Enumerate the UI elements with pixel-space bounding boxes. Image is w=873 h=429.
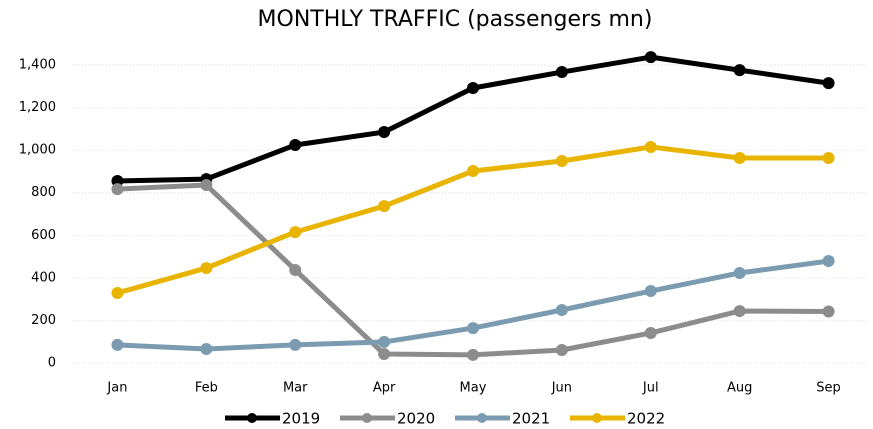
x-tick-label: Jun	[551, 381, 572, 396]
data-point	[555, 303, 568, 316]
legend-marker	[477, 413, 487, 423]
data-point	[822, 255, 835, 268]
data-point	[111, 286, 124, 299]
legend-marker	[247, 413, 257, 423]
data-point	[200, 342, 213, 355]
x-tick-label: Jan	[106, 381, 127, 396]
series-line	[117, 258, 829, 352]
data-point	[378, 200, 391, 213]
y-tick-label: 1,000	[19, 143, 56, 158]
legend-label: 2020	[397, 410, 435, 428]
data-point	[733, 64, 746, 77]
data-point	[644, 285, 657, 298]
data-point	[644, 51, 657, 64]
data-point	[555, 66, 568, 79]
data-point	[822, 305, 835, 318]
y-tick-label: 600	[31, 228, 56, 243]
x-tick-label: Apr	[373, 381, 396, 396]
data-point	[822, 152, 835, 165]
legend-marker	[362, 413, 372, 423]
x-tick-label: Mar	[283, 381, 308, 396]
data-point	[378, 348, 391, 361]
data-point	[467, 165, 479, 178]
data-point	[200, 262, 213, 275]
data-point	[822, 77, 835, 90]
legend-label: 2021	[512, 410, 550, 428]
y-tick-label: 1,400	[19, 58, 56, 73]
data-point	[467, 322, 479, 335]
data-point	[200, 179, 213, 192]
data-point	[111, 183, 124, 196]
data-point	[378, 335, 391, 348]
data-point	[289, 226, 302, 239]
y-tick-label: 0	[48, 356, 56, 371]
data-point	[733, 152, 746, 165]
chart-title: MONTHLY TRAFFIC (passengers mn)	[258, 7, 653, 32]
x-tick-label: Feb	[195, 381, 218, 396]
data-point	[555, 154, 568, 167]
y-tick-label: 800	[31, 185, 56, 200]
data-point	[289, 139, 302, 152]
data-point	[467, 81, 479, 94]
x-tick-label: May	[460, 381, 487, 396]
data-point	[111, 338, 124, 351]
x-tick-label: Sep	[816, 381, 841, 396]
data-point	[378, 126, 391, 139]
data-point	[644, 140, 657, 153]
data-point	[733, 266, 746, 279]
legend-marker	[592, 413, 602, 423]
x-tick-label: Jul	[642, 381, 659, 396]
data-point	[733, 305, 746, 318]
legend-label: 2019	[282, 410, 320, 428]
data-point	[555, 344, 568, 357]
y-tick-label: 400	[31, 270, 56, 285]
data-point	[289, 338, 302, 351]
data-point	[467, 348, 479, 361]
x-tick-label: Aug	[727, 381, 752, 396]
data-point	[644, 326, 657, 339]
series-line	[117, 54, 829, 184]
y-tick-label: 1,200	[19, 100, 56, 115]
legend-label: 2022	[627, 410, 665, 428]
y-tick-label: 200	[31, 313, 56, 328]
data-point	[289, 263, 302, 276]
